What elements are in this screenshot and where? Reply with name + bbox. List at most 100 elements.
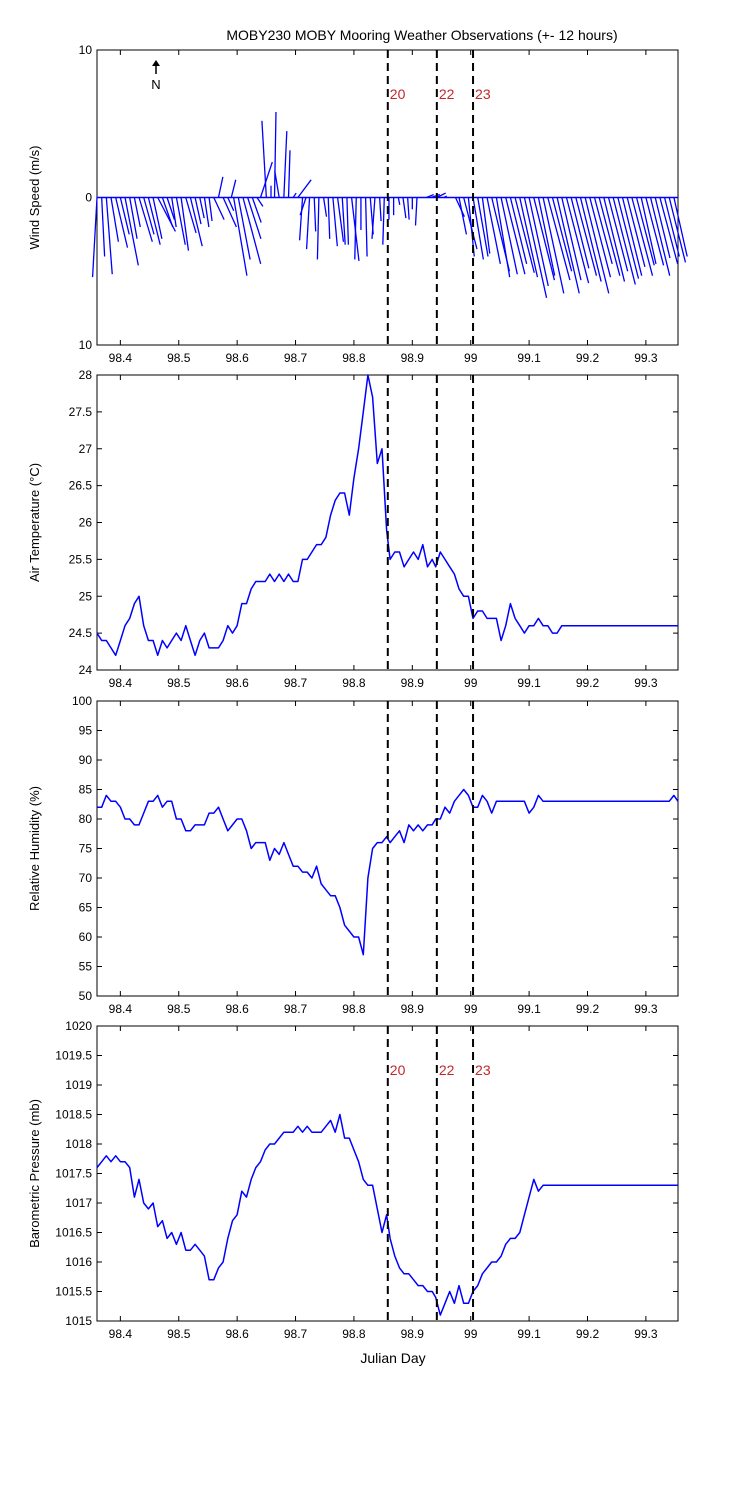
wind-x-tick-label: 98.4 [109,351,133,365]
wind-stick [261,120,267,198]
wind-stick [227,197,235,212]
pressure-x-tick-label: 98.6 [225,1327,249,1341]
airtemp-y-tick-label: 25.5 [69,552,93,566]
wind-stick [251,197,262,223]
wind-stick [565,197,590,284]
pressure-y-tick-label: 1017.5 [55,1167,92,1181]
wind-stick [621,197,643,276]
humidity-y-tick-label: 65 [79,901,93,915]
figure-title: MOBY230 MOBY Mooring Weather Observation… [226,27,617,43]
wind-stick [551,197,573,272]
humidity-series-line [97,788,679,956]
wind-stick [406,197,410,220]
wind-x-tick-label: 98.9 [401,351,425,365]
wind-stick [259,161,273,198]
pressure-y-axis-label: Barometric Pressure (mb) [27,1099,42,1248]
wind-stick [645,197,665,266]
wind-stick [397,197,401,206]
wind-stick [593,197,613,265]
wind-stick [208,197,213,222]
wind-stick [161,197,174,228]
humidity-y-tick-label: 95 [79,724,93,738]
pressure-x-tick-label: 98.7 [284,1327,308,1341]
wind-stick [283,131,288,198]
wind-stick [603,197,626,282]
wind-stick [649,197,671,276]
humidity-x-tick-label: 99.1 [517,1002,541,1016]
wind-stick [354,197,357,260]
wind-stick [640,197,657,265]
wind-stick [230,179,237,198]
wind-stick [256,197,264,207]
wind-event-label: 22 [439,86,455,102]
wind-stick [607,197,629,272]
wind-event-label: 20 [390,86,406,102]
pressure-event-label: 23 [475,1062,491,1078]
airtemp-y-tick-label: 27 [79,442,93,456]
humidity-y-tick-label: 75 [79,842,93,856]
wind-stick [203,197,210,228]
wind-stick [371,197,376,239]
wind-stick [364,197,368,257]
wind-y-tick-label: 0 [85,191,92,205]
wind-x-tick-label: 98.8 [342,351,366,365]
wind-stick [509,197,528,265]
wind-stick [180,197,190,251]
wind-stick [222,197,237,228]
wind-stick [274,170,280,198]
wind-stick [115,197,129,248]
pressure-x-tick-label: 98.9 [401,1327,425,1341]
pressure-y-tick-label: 1016 [65,1255,92,1269]
airtemp-x-tick-label: 99 [464,676,478,690]
wind-stick [105,197,113,275]
wind-stick [584,197,610,294]
wind-stick [612,197,636,285]
wind-stick [505,197,526,275]
wind-stick [481,197,491,254]
wind-stick [189,197,203,247]
wind-stick [631,197,654,276]
wind-stick [217,176,224,198]
wind-x-tick-label: 99.3 [634,351,658,365]
wind-stick [458,197,468,235]
pressure-y-tick-label: 1015 [65,1314,92,1328]
wind-stick [298,197,304,241]
wind-stick [287,150,291,198]
humidity-y-tick-label: 80 [79,812,93,826]
pressure-y-tick-label: 1018 [65,1137,92,1151]
wind-stick [299,197,307,216]
wind-stick [668,197,687,263]
wind-stick [129,197,138,239]
wind-stick [528,197,549,287]
pressure-x-tick-label: 98.4 [109,1327,133,1341]
wind-x-tick-label: 98.5 [167,351,191,365]
pressure-event-label: 20 [390,1062,406,1078]
airtemp-panel: 24 24.5 25 25.5 26 26.5 27 27.5 28 98.4 98.5 98.6 98… [27,368,679,690]
wind-stick [237,197,251,260]
airtemp-x-tick-label: 99.1 [517,676,541,690]
humidity-y-tick-label: 70 [79,871,93,885]
pressure-y-tick-label: 1019 [65,1078,92,1092]
wind-stick [454,197,465,217]
wind-stick [659,197,679,265]
humidity-y-tick-label: 50 [79,989,93,1003]
wind-x-tick-label: 99 [464,351,478,365]
wind-stick [414,197,418,226]
wind-stick [313,197,317,232]
wind-stick [213,197,225,220]
airtemp-x-tick-label: 98.5 [167,676,191,690]
wind-stick [166,197,176,220]
airtemp-y-tick-label: 27.5 [69,405,93,419]
wind-stick [91,197,98,278]
humidity-x-tick-label: 98.4 [109,1002,133,1016]
wind-stick [537,197,556,276]
pressure-event-label: 22 [439,1062,455,1078]
wind-stick [152,197,163,239]
airtemp-y-tick-label: 24.5 [69,626,93,640]
humidity-y-tick-label: 85 [79,783,93,797]
airtemp-x-tick-label: 98.7 [284,676,308,690]
wind-stick [547,197,571,281]
wind-stick [316,197,320,260]
wind-stick [579,197,602,282]
wind-stick [663,197,680,257]
